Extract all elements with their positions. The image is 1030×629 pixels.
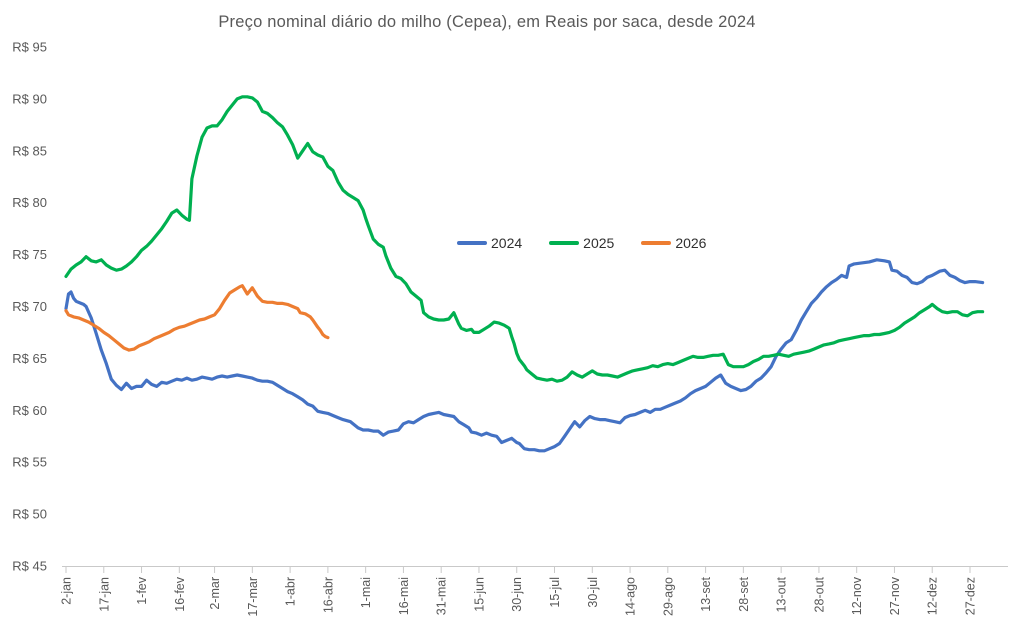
series-line-2025 — [64, 95, 985, 383]
x-tick-label: 16-abr — [321, 577, 335, 613]
y-tick-label: R$ 50 — [12, 507, 47, 522]
legend-item-2024: 2024 — [457, 235, 522, 251]
x-tick-label: 15-jun — [472, 577, 486, 612]
x-tick-label: 1-mai — [359, 577, 373, 608]
x-tick-label: 29-ago — [661, 577, 675, 616]
x-tick-label: 27-nov — [888, 576, 902, 615]
x-tick-label: 12-nov — [850, 576, 864, 615]
x-tick-label: 12-dez — [926, 577, 940, 615]
y-tick-label: R$ 65 — [12, 351, 47, 366]
x-tick-label: 1-abr — [284, 577, 298, 606]
x-tick-label: 31-mai — [435, 577, 449, 615]
legend-label-2026: 2026 — [675, 235, 707, 251]
y-tick-label: R$ 55 — [12, 455, 47, 470]
legend-item-2026: 2026 — [641, 235, 706, 251]
y-tick-label: R$ 95 — [12, 40, 47, 55]
legend-line-swatch-2025 — [549, 241, 580, 245]
x-tick-label: 17-jan — [97, 577, 111, 612]
x-tick-label: 14-ago — [624, 577, 638, 616]
x-tick-label: 16-mai — [397, 577, 411, 615]
chart-title: Preço nominal diário do milho (Cepea), e… — [218, 13, 756, 31]
x-tick-label: 28-set — [737, 576, 751, 611]
y-tick-label: R$ 45 — [12, 559, 47, 574]
x-tick-label: 30-jun — [510, 577, 524, 612]
series-line-2026 — [64, 284, 330, 352]
y-tick-label: R$ 75 — [12, 247, 47, 262]
x-tick-label: 27-dez — [964, 577, 978, 615]
x-tick-label: 16-fev — [173, 576, 187, 611]
x-tick-label: 17-mar — [246, 577, 260, 617]
series-line-2024 — [64, 258, 985, 453]
x-tick-label: 15-jul — [548, 577, 562, 608]
y-tick-label: R$ 85 — [12, 143, 47, 158]
legend-line-swatch-2024 — [457, 241, 487, 245]
x-tick-label: 2-mar — [208, 577, 222, 610]
legend-line-swatch-2026 — [641, 241, 672, 245]
x-tick-label: 13-out — [775, 576, 789, 612]
y-tick-label: R$ 60 — [12, 403, 47, 418]
x-tick-label: 28-out — [812, 576, 826, 612]
y-tick-label: R$ 80 — [12, 195, 47, 210]
legend-label-2025: 2025 — [583, 235, 615, 251]
legend: 2024 2025 2026 — [457, 235, 706, 251]
x-tick-label: 1-fev — [135, 576, 149, 605]
legend-label-2024: 2024 — [491, 235, 523, 251]
x-tick-label: 13-set — [699, 576, 713, 611]
x-tick-label: 30-jul — [586, 577, 600, 608]
y-tick-label: R$ 70 — [12, 299, 47, 314]
x-tick-label: 2-jan — [60, 577, 74, 605]
legend-item-2025: 2025 — [549, 235, 614, 251]
y-tick-label: R$ 90 — [12, 91, 47, 106]
